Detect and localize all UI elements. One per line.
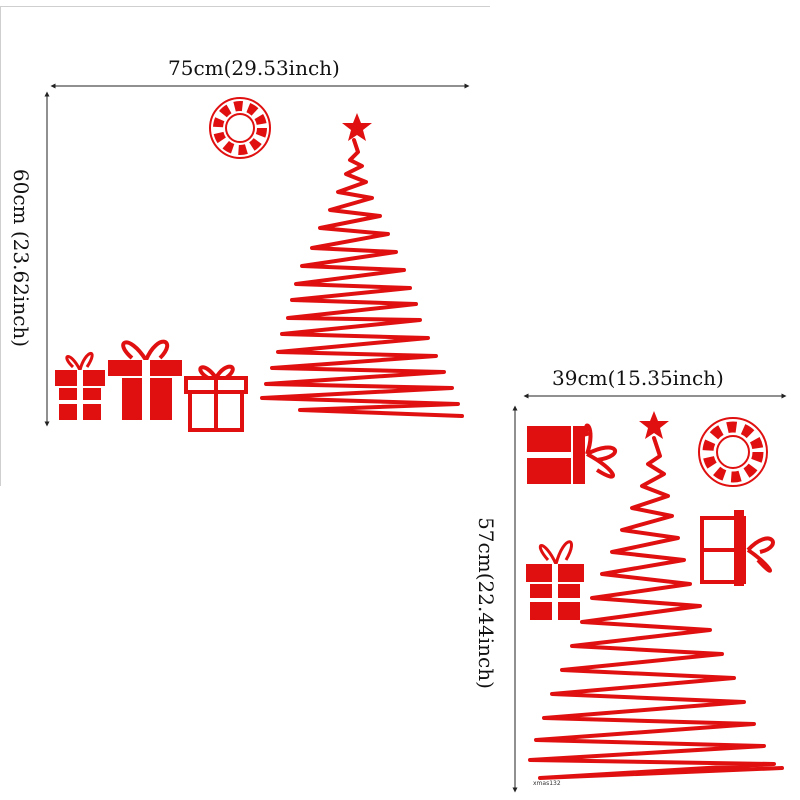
gift-box-outline-icon bbox=[700, 510, 775, 586]
star-icon bbox=[639, 411, 669, 439]
gift-box-outline-icon bbox=[184, 364, 248, 432]
gift-box-icon bbox=[526, 540, 584, 620]
gift-box-icon bbox=[527, 423, 618, 484]
panel-a-border-left bbox=[0, 6, 1, 486]
set-a-width-label: 75cm(29.53inch) bbox=[168, 56, 340, 80]
wreath-icon bbox=[209, 97, 271, 159]
product-code: xmas132 bbox=[533, 780, 561, 787]
set-b-width-label: 39cm(15.35inch) bbox=[552, 366, 724, 390]
panel-a-border-top bbox=[0, 6, 490, 7]
gift-box-icon bbox=[108, 339, 182, 420]
wreath-icon bbox=[698, 417, 768, 487]
gift-box-icon bbox=[55, 352, 105, 420]
christmas-tree-icon bbox=[260, 138, 464, 418]
star-icon bbox=[342, 113, 372, 141]
christmas-tree-icon bbox=[528, 436, 784, 780]
